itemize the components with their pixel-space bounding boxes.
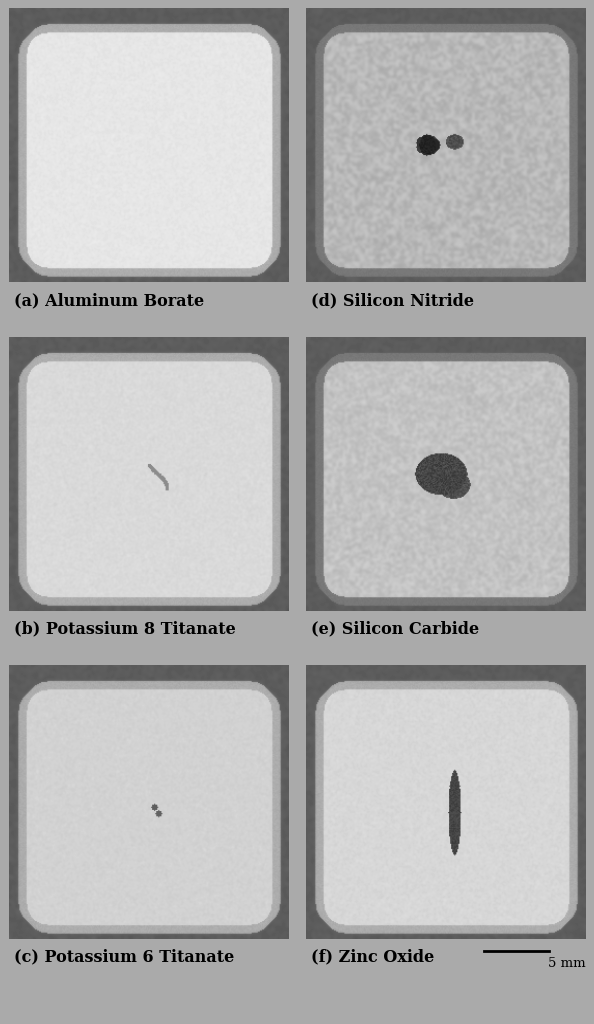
Text: (a) Aluminum Borate: (a) Aluminum Borate	[14, 292, 204, 309]
Text: (e) Silicon Carbide: (e) Silicon Carbide	[311, 621, 479, 637]
Text: (c) Potassium 6 Titanate: (c) Potassium 6 Titanate	[14, 948, 235, 966]
Text: 5 mm: 5 mm	[548, 956, 585, 970]
Text: (d) Silicon Nitride: (d) Silicon Nitride	[311, 292, 475, 309]
Text: (b) Potassium 8 Titanate: (b) Potassium 8 Titanate	[14, 621, 236, 637]
Text: (f) Zinc Oxide: (f) Zinc Oxide	[311, 948, 435, 966]
